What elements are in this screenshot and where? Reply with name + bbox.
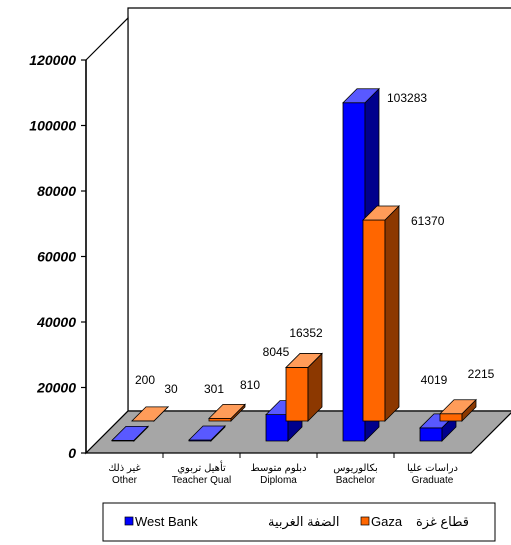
bar-west-bank-front <box>265 414 289 442</box>
y-tick-label: 80000 <box>37 183 76 199</box>
legend-label-west-bank-arabic: الضفة الغربية <box>268 514 340 530</box>
x-tick-label-arabic: دراسات عليا <box>407 463 458 474</box>
bar-gaza-top <box>362 205 400 221</box>
y-tick-label: 100000 <box>29 118 76 134</box>
y-tick-label: 20000 <box>36 380 76 396</box>
data-label: 8045 <box>263 345 290 359</box>
data-label: 103283 <box>387 91 427 105</box>
side-wall <box>85 16 129 455</box>
legend-label-west-bank: West Bank <box>135 514 198 529</box>
bar-gaza <box>285 352 323 422</box>
data-label: 16352 <box>289 326 323 340</box>
x-tick-label-arabic: بكالوريوس <box>333 463 378 474</box>
y-tick-label: 120000 <box>29 52 76 68</box>
chart-floor <box>84 410 511 454</box>
legend-box <box>102 502 496 542</box>
bar-gaza-front <box>362 219 386 422</box>
bar-gaza-front <box>439 413 463 422</box>
bar-west-bank-top <box>111 425 149 441</box>
bar-gaza-top <box>131 406 169 422</box>
y-tick-label: 40000 <box>36 314 76 330</box>
bar-gaza-front <box>285 367 309 422</box>
data-label: 61370 <box>411 214 445 228</box>
legend-label-gaza: Gaza <box>371 514 403 529</box>
data-label: 301 <box>204 382 224 396</box>
legend-swatch-west-bank <box>124 516 134 526</box>
x-tick-label: Graduate <box>412 475 454 486</box>
data-label: 30 <box>164 382 178 396</box>
bar-west-bank <box>188 425 226 442</box>
bar-gaza-side <box>384 205 400 422</box>
x-tick-label: Diploma <box>260 475 297 486</box>
x-tick-label-arabic: غير ذلك <box>108 463 140 474</box>
data-label: 810 <box>240 378 260 392</box>
bar-west-bank-front <box>419 427 443 442</box>
bar-west-bank-top <box>342 88 380 104</box>
back-wall <box>127 7 511 412</box>
y-tick-label: 0 <box>68 445 76 461</box>
bar-gaza-top <box>439 399 477 415</box>
legend-label-gaza-arabic: قطاع غزة <box>416 514 469 530</box>
bar-gaza-top <box>285 353 323 368</box>
y-tick-label: 60000 <box>37 249 76 265</box>
x-tick-label: Bachelor <box>336 475 376 486</box>
bar-gaza <box>439 398 477 422</box>
x-tick-label-arabic: تأهيل تربوي <box>177 460 226 474</box>
bar-west-bank-front <box>342 102 366 442</box>
bar-gaza <box>362 205 400 422</box>
x-tick-label: Other <box>112 475 138 486</box>
x-tick-label: Teacher Qual <box>172 475 231 486</box>
bar-gaza <box>208 403 246 422</box>
data-label: 200 <box>135 373 155 387</box>
bar-gaza <box>131 405 169 422</box>
data-label: 2215 <box>468 367 495 381</box>
bar-west-bank-top <box>188 425 226 441</box>
bar-west-bank <box>111 425 149 442</box>
legend-swatch-gaza <box>360 516 370 526</box>
data-label: 4019 <box>421 373 448 387</box>
x-tick-label-arabic: دبلوم متوسط <box>250 463 306 474</box>
bar-gaza-top <box>208 403 246 419</box>
